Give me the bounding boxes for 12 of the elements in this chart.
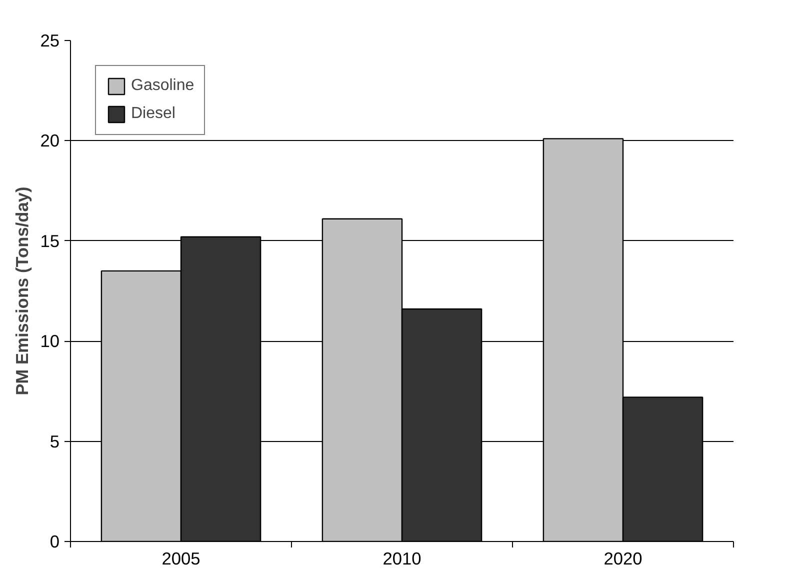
y-tick-label: 0	[50, 532, 60, 552]
y-tick-label: 25	[40, 30, 60, 50]
x-tick-label: 2020	[604, 548, 642, 568]
y-tick-label: 15	[40, 230, 60, 251]
y-axis-title: PM Emissions (Tons/day)	[12, 186, 32, 396]
y-tick-label: 20	[40, 130, 60, 151]
legend-label: Diesel	[131, 105, 176, 123]
y-tick-label: 10	[40, 331, 60, 352]
x-tick-label: 2010	[382, 548, 422, 568]
x-tick-label: 2005	[162, 548, 200, 568]
legend-label: Gasoline	[131, 77, 194, 95]
y-tick-label: 5	[50, 431, 60, 452]
